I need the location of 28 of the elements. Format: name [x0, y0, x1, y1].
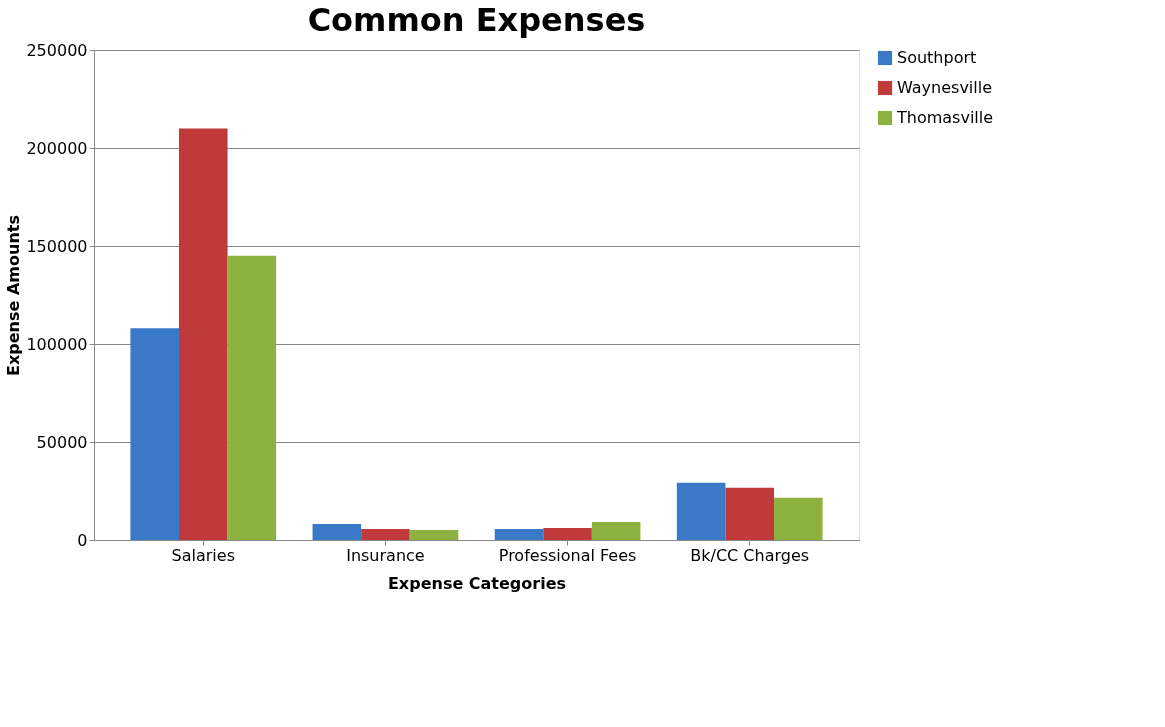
x-tick-label: Bk/CC Charges: [690, 545, 810, 565]
bar: [725, 487, 774, 540]
bar: [179, 128, 228, 540]
x-tick-label: Salaries: [171, 545, 235, 565]
bar: [774, 497, 823, 540]
bar: [543, 528, 592, 540]
bar: [227, 255, 277, 540]
x-tick-label: Insurance: [346, 545, 425, 565]
y-tick-label: 200000: [26, 138, 88, 158]
legend-label: Southport: [897, 48, 977, 67]
y-tick-label: 50000: [36, 432, 88, 452]
bar: [312, 523, 362, 540]
y-tick-label: 0: [77, 530, 88, 550]
y-tick-label: 150000: [26, 236, 88, 256]
y-tick-label: 250000: [26, 40, 88, 60]
chart-title: Common Expenses: [307, 1, 646, 39]
bar: [494, 529, 544, 540]
bar: [676, 482, 726, 540]
x-tick-label: Professional Fees: [498, 545, 637, 565]
y-axis-title: Expense Amounts: [4, 215, 24, 376]
bar: [130, 328, 179, 540]
legend-label: Thomasville: [896, 108, 994, 127]
bar: [361, 529, 410, 540]
y-tick-label: 100000: [26, 334, 88, 354]
x-axis-title: Expense Categories: [387, 573, 567, 593]
legend-label: Waynesville: [897, 78, 993, 97]
bar: [409, 530, 459, 540]
bar: [591, 521, 641, 540]
